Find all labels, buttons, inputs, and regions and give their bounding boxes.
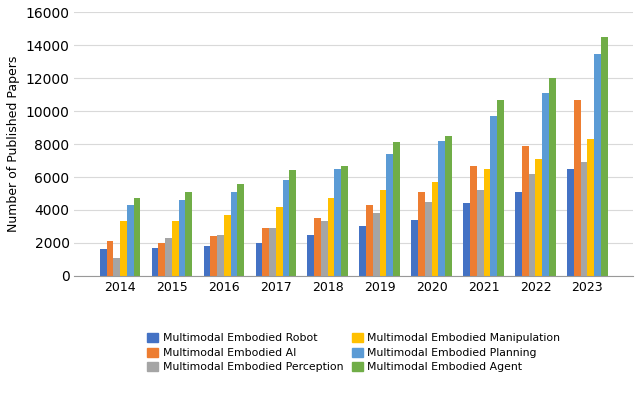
Bar bbox=[438, 141, 445, 276]
Bar bbox=[412, 220, 418, 276]
Bar bbox=[588, 139, 594, 276]
Bar bbox=[262, 228, 269, 276]
Bar bbox=[366, 205, 373, 276]
Bar bbox=[186, 192, 192, 276]
Bar bbox=[470, 165, 477, 276]
Legend: Multimodal Embodied Robot, Multimodal Embodied AI, Multimodal Embodied Perceptio: Multimodal Embodied Robot, Multimodal Em… bbox=[143, 329, 564, 377]
Bar bbox=[113, 258, 120, 276]
Bar bbox=[380, 190, 387, 276]
Bar bbox=[283, 180, 289, 276]
Bar bbox=[536, 159, 542, 276]
Bar bbox=[224, 215, 230, 276]
Bar bbox=[255, 243, 262, 276]
Bar bbox=[276, 207, 283, 276]
Bar bbox=[127, 205, 134, 276]
Bar bbox=[172, 221, 179, 276]
Bar bbox=[542, 93, 549, 276]
Bar bbox=[179, 200, 186, 276]
Bar bbox=[100, 249, 106, 276]
Bar bbox=[217, 235, 224, 276]
Bar bbox=[269, 228, 276, 276]
Bar bbox=[463, 203, 470, 276]
Bar bbox=[211, 236, 217, 276]
Bar bbox=[237, 184, 244, 276]
Bar bbox=[373, 213, 380, 276]
Bar bbox=[341, 165, 348, 276]
Bar bbox=[477, 190, 484, 276]
Bar bbox=[321, 221, 328, 276]
Bar bbox=[289, 171, 296, 276]
Bar bbox=[159, 243, 165, 276]
Bar bbox=[522, 146, 529, 276]
Y-axis label: Number of Published Papers: Number of Published Papers bbox=[7, 56, 20, 232]
Bar bbox=[328, 199, 335, 276]
Bar bbox=[152, 248, 159, 276]
Bar bbox=[106, 241, 113, 276]
Bar bbox=[418, 192, 425, 276]
Bar bbox=[165, 238, 172, 276]
Bar bbox=[529, 174, 536, 276]
Bar bbox=[574, 100, 580, 276]
Bar bbox=[515, 192, 522, 276]
Bar bbox=[567, 169, 574, 276]
Bar bbox=[360, 227, 366, 276]
Bar bbox=[497, 100, 504, 276]
Bar bbox=[393, 143, 400, 276]
Bar bbox=[307, 235, 314, 276]
Bar bbox=[594, 54, 601, 276]
Bar bbox=[445, 136, 452, 276]
Bar bbox=[580, 162, 588, 276]
Bar bbox=[387, 154, 393, 276]
Bar bbox=[314, 218, 321, 276]
Bar bbox=[134, 199, 140, 276]
Bar bbox=[335, 169, 341, 276]
Bar bbox=[431, 182, 438, 276]
Bar bbox=[601, 37, 607, 276]
Bar bbox=[549, 78, 556, 276]
Bar bbox=[204, 246, 211, 276]
Bar bbox=[425, 202, 431, 276]
Bar bbox=[120, 221, 127, 276]
Bar bbox=[490, 116, 497, 276]
Bar bbox=[230, 192, 237, 276]
Bar bbox=[484, 169, 490, 276]
